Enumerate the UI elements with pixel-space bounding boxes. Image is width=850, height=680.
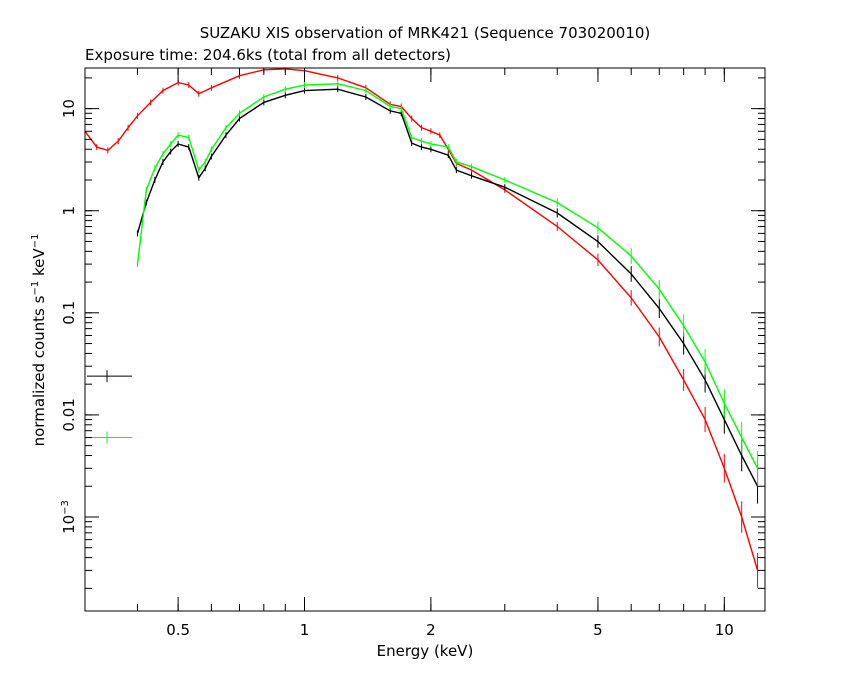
chart-title: SUZAKU XIS observation of MRK421 (Sequen…: [200, 24, 651, 42]
x-tick-label: 0.5: [166, 621, 190, 639]
x-axis-label: Energy (keV): [377, 642, 474, 660]
y-tick-label: 10: [60, 99, 78, 118]
legend-marker-0: [87, 370, 132, 383]
legend-markers: [87, 370, 132, 444]
y-tick-label: 1: [60, 206, 78, 216]
chart-subtitle: Exposure time: 204.6ks (total from all d…: [85, 46, 451, 64]
axis-ticks: 0.5 1 2 5 10 10 1 0.1 0.01 10−3: [60, 68, 765, 639]
y-axis-label-sup2: −1: [30, 234, 41, 249]
legend-marker-1: [87, 431, 132, 444]
y-tick-label: 0.1: [60, 301, 78, 325]
y-axis-label-mid: keV: [30, 248, 48, 281]
y-axis-label-sup1: −1: [30, 281, 41, 296]
x-tick-label: 10: [715, 621, 734, 639]
plot-frame: [84, 67, 766, 612]
y-axis-label-main: normalized counts s: [30, 295, 48, 446]
series-layer: [84, 68, 759, 588]
y-tick-label: 0.01: [60, 398, 78, 431]
x-tick-label: 5: [593, 621, 603, 639]
series-2: [136, 80, 759, 486]
x-tick-label: 2: [426, 621, 436, 639]
y-tick-label: 10−3: [60, 500, 78, 534]
x-tick-label: 1: [300, 621, 310, 639]
series-2-line: [136, 83, 759, 469]
y-axis-label: normalized counts s−1 keV−1: [30, 234, 48, 447]
